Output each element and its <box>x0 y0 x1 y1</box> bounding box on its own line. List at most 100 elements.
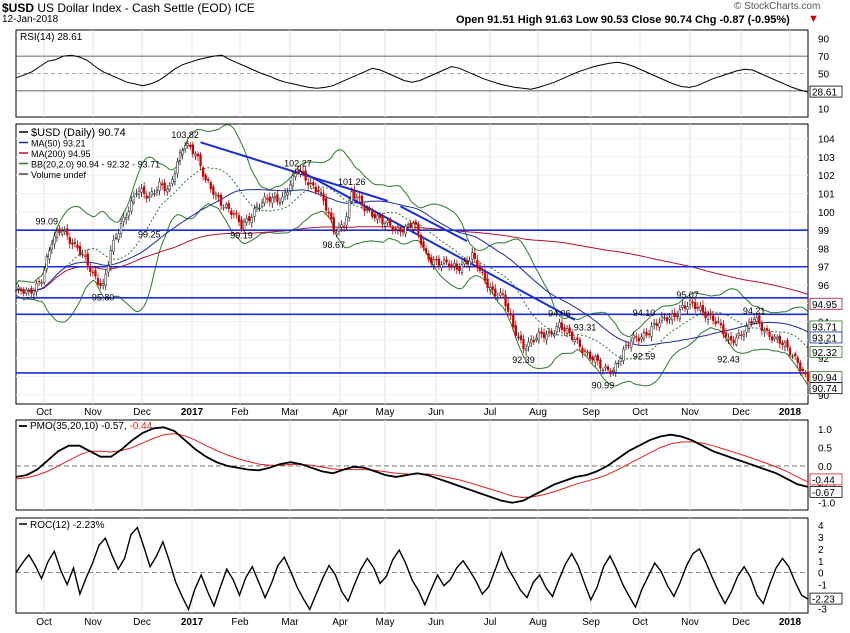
price-candle-body <box>145 195 148 199</box>
price-candle-body <box>386 220 389 223</box>
roc-x-label-Dec: Dec <box>732 617 750 628</box>
price-candle-body <box>194 153 197 156</box>
price-candle-body <box>668 317 671 320</box>
price-tick-label: 101 <box>818 190 835 201</box>
price-legend-title: $USD (Daily) 90.74 <box>31 127 126 139</box>
price-candle-body <box>171 179 174 185</box>
roc-x-label-Mar: Mar <box>281 617 299 628</box>
roc-x-label-Oct: Oct <box>36 617 52 628</box>
price-tick-label: 104 <box>818 135 835 146</box>
stockcharts-watermark: © StockCharts.com <box>734 1 821 12</box>
roc-value-badge: -2.23 <box>812 595 835 606</box>
pmo-tick-label: 0.5 <box>818 444 832 455</box>
price-candle-body <box>32 290 36 295</box>
price-candle-body <box>207 179 210 181</box>
price-candle-body <box>178 152 182 161</box>
ma200-line <box>15 226 809 295</box>
price-candle-body <box>553 333 556 337</box>
price-candle-body <box>542 332 546 338</box>
price-candle-body <box>286 192 289 196</box>
price-candle-body <box>422 241 425 248</box>
price-candle-body <box>560 322 564 330</box>
price-candle-body <box>263 196 266 204</box>
price-x-label-Mar: Mar <box>281 407 299 418</box>
roc-x-label-2017: 2017 <box>181 617 204 628</box>
price-annotation-103.82: 103.82 <box>171 130 199 140</box>
price-candle-body <box>806 371 810 382</box>
price-candle-body <box>30 288 33 294</box>
bollinger-upper-band <box>15 124 809 338</box>
price-candle-body <box>168 185 171 190</box>
price-candle-body <box>763 330 766 333</box>
price-badge-92.32-box <box>809 345 843 358</box>
price-candle-body <box>166 188 169 193</box>
price-candle-body <box>573 339 576 343</box>
roc-tick-label: -3 <box>818 604 827 615</box>
price-x-label-2017: 2017 <box>181 407 204 418</box>
price-candle-body <box>632 335 635 339</box>
price-x-label-Nov: Nov <box>84 407 102 418</box>
price-candle-body <box>340 224 343 228</box>
roc-x-label-Jul: Jul <box>484 617 497 628</box>
price-candle-body <box>130 200 133 212</box>
price-candle-body <box>691 301 694 304</box>
price-candle-body <box>701 305 705 313</box>
price-candle-body <box>512 314 515 328</box>
price-candle-body <box>563 327 566 332</box>
price-candle-body <box>237 215 241 223</box>
price-candle-body <box>540 331 543 335</box>
price-candle-body <box>58 228 61 234</box>
price-candle-body <box>222 207 225 209</box>
price-candle-body <box>755 317 758 322</box>
price-candle-body <box>568 327 571 334</box>
price-candle-body <box>637 337 640 342</box>
price-candle-body <box>96 278 100 285</box>
price-candle-body <box>332 217 335 233</box>
price-candle-body <box>60 230 64 235</box>
price-candle-body <box>650 326 653 337</box>
price-candle-body <box>373 214 376 219</box>
price-x-label-Jul: Jul <box>484 407 497 418</box>
price-candle-body <box>71 242 74 245</box>
price-candle-body <box>601 369 605 371</box>
price-candle-body <box>565 328 569 334</box>
price-candle-body <box>704 311 707 319</box>
price-candle-body <box>778 335 781 344</box>
volume-legend: Volume undef <box>31 170 87 180</box>
price-candle-body <box>99 283 102 287</box>
price-candle-body <box>504 294 507 307</box>
price-candle-body <box>742 333 746 337</box>
price-candle-body <box>91 271 95 274</box>
price-candle-body <box>232 213 236 215</box>
price-candle-body <box>460 264 464 274</box>
price-candle-body <box>383 223 387 227</box>
price-tick-label: 96 <box>818 281 830 292</box>
price-candle-body <box>324 198 328 211</box>
ma200-legend: MA(200) 94.95 <box>31 149 91 159</box>
price-candle-body <box>309 182 312 184</box>
price-candle-body <box>683 305 687 309</box>
price-candle-body <box>514 325 517 336</box>
price-candle-body <box>230 210 233 215</box>
price-candle-body <box>417 223 420 234</box>
roc-tick-label: 2 <box>818 545 824 556</box>
rsi-legend: RSI(14) 28.61 <box>20 32 83 43</box>
price-candle-body <box>588 351 592 359</box>
price-candle-body <box>196 153 200 157</box>
rsi-tick-label: 50 <box>818 70 830 81</box>
price-x-label-May: May <box>376 407 395 418</box>
price-candle-body <box>781 342 784 346</box>
price-candle-body <box>506 303 510 312</box>
price-candle-body <box>201 167 205 177</box>
price-candle-body <box>804 372 807 375</box>
price-candle-body <box>583 350 587 352</box>
price-candle-body <box>712 315 715 321</box>
price-candle-body <box>399 228 402 233</box>
price-candle-body <box>137 191 141 195</box>
price-candle-body <box>209 182 212 190</box>
price-candle-body <box>599 359 602 369</box>
price-candle-body <box>519 335 523 340</box>
price-candle-body <box>78 245 82 255</box>
price-x-label-Nov: Nov <box>681 407 699 418</box>
bollinger-lower-band <box>15 203 809 387</box>
